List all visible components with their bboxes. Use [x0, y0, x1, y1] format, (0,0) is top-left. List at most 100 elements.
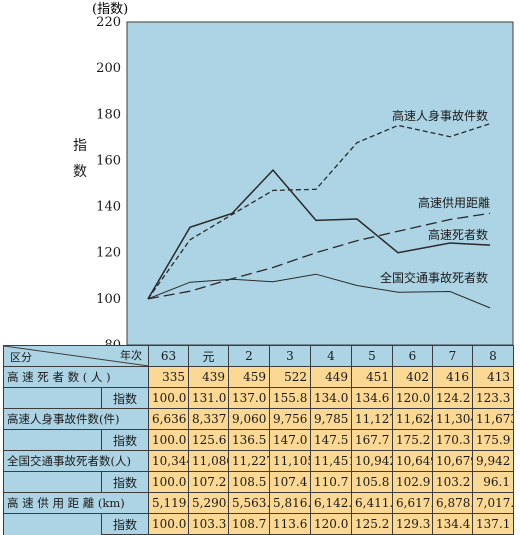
- table-cell: 6,142.0: [310, 492, 352, 514]
- table-cell: 103.2: [432, 471, 473, 493]
- y-axis-ticks: 80 100 120 140 160 180 200 220: [96, 15, 121, 345]
- table-cell: 459: [228, 366, 270, 388]
- table-cell: 131.0: [188, 387, 229, 409]
- table-cell: 6,878.9: [432, 492, 473, 514]
- table-cell: 11,451: [310, 450, 352, 472]
- y-axis-title-char: 指: [73, 138, 87, 154]
- table-cell: 103.3: [188, 513, 229, 535]
- table-cell: 451: [351, 366, 393, 388]
- row-label-spacer: [3, 387, 102, 409]
- table-cell: 7,017.3: [472, 492, 514, 514]
- table-cell: 124.2: [432, 387, 473, 409]
- table-cell: 137.0: [228, 387, 270, 409]
- year-header: 2: [228, 345, 270, 367]
- table-cell: 100.0: [148, 429, 189, 451]
- y-axis-title-char: 数: [73, 164, 87, 180]
- year-header: 6: [392, 345, 433, 367]
- table-index-row: 指数 100.0 125.6 136.5 147.0 147.5 167.7 175.2 170…: [3, 429, 514, 451]
- table-cell: 110.7: [310, 471, 352, 493]
- table-cell: 134.0: [310, 387, 352, 409]
- table-cell: 9,942: [472, 450, 514, 472]
- series-label: 全国交通事故死者数: [380, 270, 488, 285]
- table-cell: 100.0: [148, 471, 189, 493]
- header-category-label: 区分: [10, 351, 32, 364]
- table-cell: 439: [188, 366, 229, 388]
- table-cell: 136.5: [228, 429, 270, 451]
- table-index-row: 指数 100.0 103.3 108.7 113.6 120.0 125.2 129.3 134…: [3, 513, 514, 535]
- y-tick-label: 220: [96, 15, 121, 30]
- table-cell: 522: [269, 366, 311, 388]
- series-line-3: [147, 273, 491, 309]
- table-cell: 9,756: [269, 408, 311, 430]
- table-cell: 5,119.8: [148, 492, 189, 514]
- table-row: 高速人身事故件数(件) 6,636 8,337 9,060 9,756 9,785 11,1…: [3, 408, 514, 430]
- y-tick-label: 180: [96, 107, 121, 122]
- index-label: 指数: [101, 387, 149, 409]
- table-index-row: 指数 100.0 107.2 108.5 107.4 110.7 105.8 102.9 103…: [3, 471, 514, 493]
- table-cell: 6,411.6: [351, 492, 393, 514]
- table-cell: 134.6: [351, 387, 393, 409]
- table-cell: 6,636: [148, 408, 189, 430]
- table-cell: 120.0: [392, 387, 433, 409]
- table-cell: 8,337: [188, 408, 229, 430]
- y-tick-label: 100: [96, 292, 121, 307]
- table-cell: 123.3: [472, 387, 514, 409]
- table-cell: 134.4: [432, 513, 473, 535]
- index-line-chart: (指数) 指数 80 100 120 140 160 180 200 220 高速人身事故件数…: [73, 2, 514, 345]
- table-cell: 105.8: [351, 471, 393, 493]
- table-cell: 113.6: [269, 513, 311, 535]
- index-label: 指数: [101, 471, 149, 493]
- series-lines: [147, 123, 491, 309]
- row-label: 高 速 供 用 距 離 (km): [3, 492, 149, 514]
- table-cell: 129.3: [392, 513, 433, 535]
- y-tick-label: 200: [96, 61, 121, 76]
- year-header: 3: [269, 345, 311, 367]
- row-label: 高速人身事故件数(件): [3, 408, 149, 430]
- table-cell: 11,127: [351, 408, 393, 430]
- row-label-spacer: [3, 429, 102, 451]
- series-label: 高速死者数: [428, 227, 488, 242]
- y-tick-label: 80: [104, 338, 121, 345]
- table-cell: 155.8: [269, 387, 311, 409]
- table-cell: 11,628: [392, 408, 433, 430]
- series-label: 高速人身事故件数: [392, 108, 488, 123]
- table-cell: 125.2: [351, 513, 393, 535]
- row-label-spacer: [3, 471, 102, 493]
- index-label: 指数: [101, 429, 149, 451]
- table-cell: 11,086: [188, 450, 229, 472]
- table-cell: 10,942: [351, 450, 393, 472]
- table-index-row: 指数 100.0 131.0 137.0 155.8 134.0 134.6 120.0 124…: [3, 387, 514, 409]
- table-cell: 9,060: [228, 408, 270, 430]
- row-label: 高 速 死 者 数 ( 人 ): [3, 366, 149, 388]
- table-cell: 416: [432, 366, 473, 388]
- table-cell: 413: [472, 366, 514, 388]
- table-cell: 102.9: [392, 471, 433, 493]
- table-cell: 100.0: [148, 513, 189, 535]
- year-header: 元: [188, 345, 229, 367]
- table-cell: 108.5: [228, 471, 270, 493]
- series-line-2: [147, 168, 491, 300]
- table-corner-header: 年次 区分: [3, 345, 149, 367]
- table-cell: 9,785: [310, 408, 352, 430]
- table-cell: 10,649: [392, 450, 433, 472]
- table-cell: 11,227: [228, 450, 270, 472]
- row-label-spacer: [3, 513, 102, 535]
- table-cell: 175.2: [392, 429, 433, 451]
- year-header: 7: [432, 345, 473, 367]
- y-tick-label: 120: [96, 246, 121, 261]
- series-line-0: [147, 123, 491, 300]
- year-header: 5: [351, 345, 393, 367]
- table-cell: 10,344: [148, 450, 189, 472]
- table-cell: 170.3: [432, 429, 473, 451]
- y-tick-label: 140: [96, 200, 121, 215]
- table-cell: 449: [310, 366, 352, 388]
- y-axis-unit-label: (指数): [92, 2, 128, 17]
- table-cell: 11,105: [269, 450, 311, 472]
- table-cell: 11,673: [472, 408, 514, 430]
- table-cell: 147.5: [310, 429, 352, 451]
- table-cell: 5,816.2: [269, 492, 311, 514]
- table-cell: 100.0: [148, 387, 189, 409]
- table-cell: 175.9: [472, 429, 514, 451]
- table-cell: 137.1: [472, 513, 514, 535]
- y-axis-title: 指数: [73, 138, 87, 180]
